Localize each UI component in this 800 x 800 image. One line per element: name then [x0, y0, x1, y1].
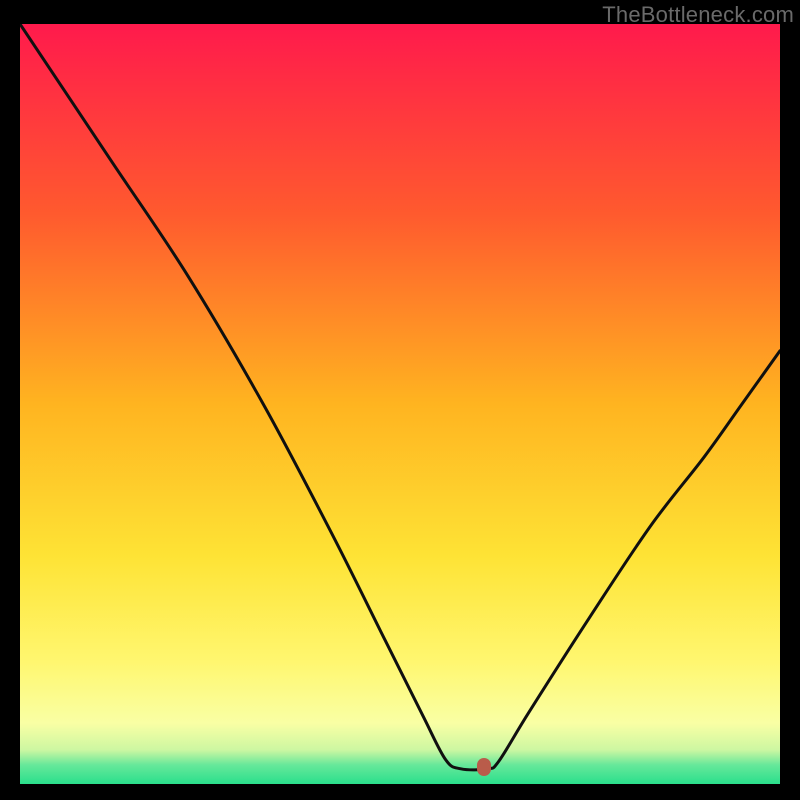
plot-area — [20, 24, 780, 784]
bottleneck-curve — [20, 24, 780, 784]
chart-frame: TheBottleneck.com — [0, 0, 800, 800]
optimum-marker — [477, 758, 491, 776]
